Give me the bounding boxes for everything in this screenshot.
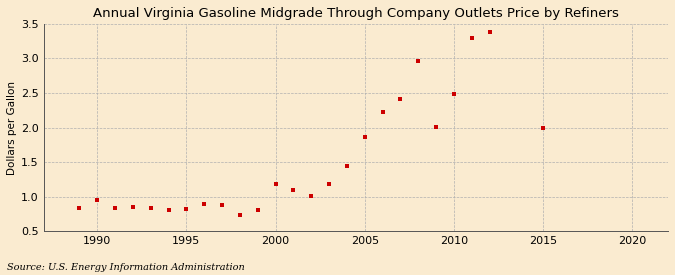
Point	[145, 206, 156, 211]
Point	[128, 205, 138, 209]
Y-axis label: Dollars per Gallon: Dollars per Gallon	[7, 81, 17, 175]
Point	[324, 181, 335, 186]
Text: Source: U.S. Energy Information Administration: Source: U.S. Energy Information Administ…	[7, 263, 244, 272]
Point	[359, 134, 370, 139]
Point	[109, 206, 120, 211]
Point	[74, 206, 85, 211]
Title: Annual Virginia Gasoline Midgrade Through Company Outlets Price by Refiners: Annual Virginia Gasoline Midgrade Throug…	[93, 7, 619, 20]
Point	[217, 203, 227, 207]
Point	[431, 125, 441, 129]
Point	[288, 188, 299, 192]
Point	[270, 182, 281, 186]
Point	[92, 198, 103, 202]
Point	[234, 213, 245, 218]
Point	[395, 97, 406, 101]
Point	[538, 126, 549, 130]
Point	[163, 208, 174, 213]
Point	[342, 164, 352, 169]
Point	[252, 208, 263, 213]
Point	[377, 110, 388, 115]
Point	[306, 194, 317, 198]
Point	[413, 59, 424, 64]
Point	[449, 92, 460, 96]
Point	[181, 207, 192, 211]
Point	[466, 36, 477, 41]
Point	[484, 30, 495, 34]
Point	[199, 201, 210, 206]
